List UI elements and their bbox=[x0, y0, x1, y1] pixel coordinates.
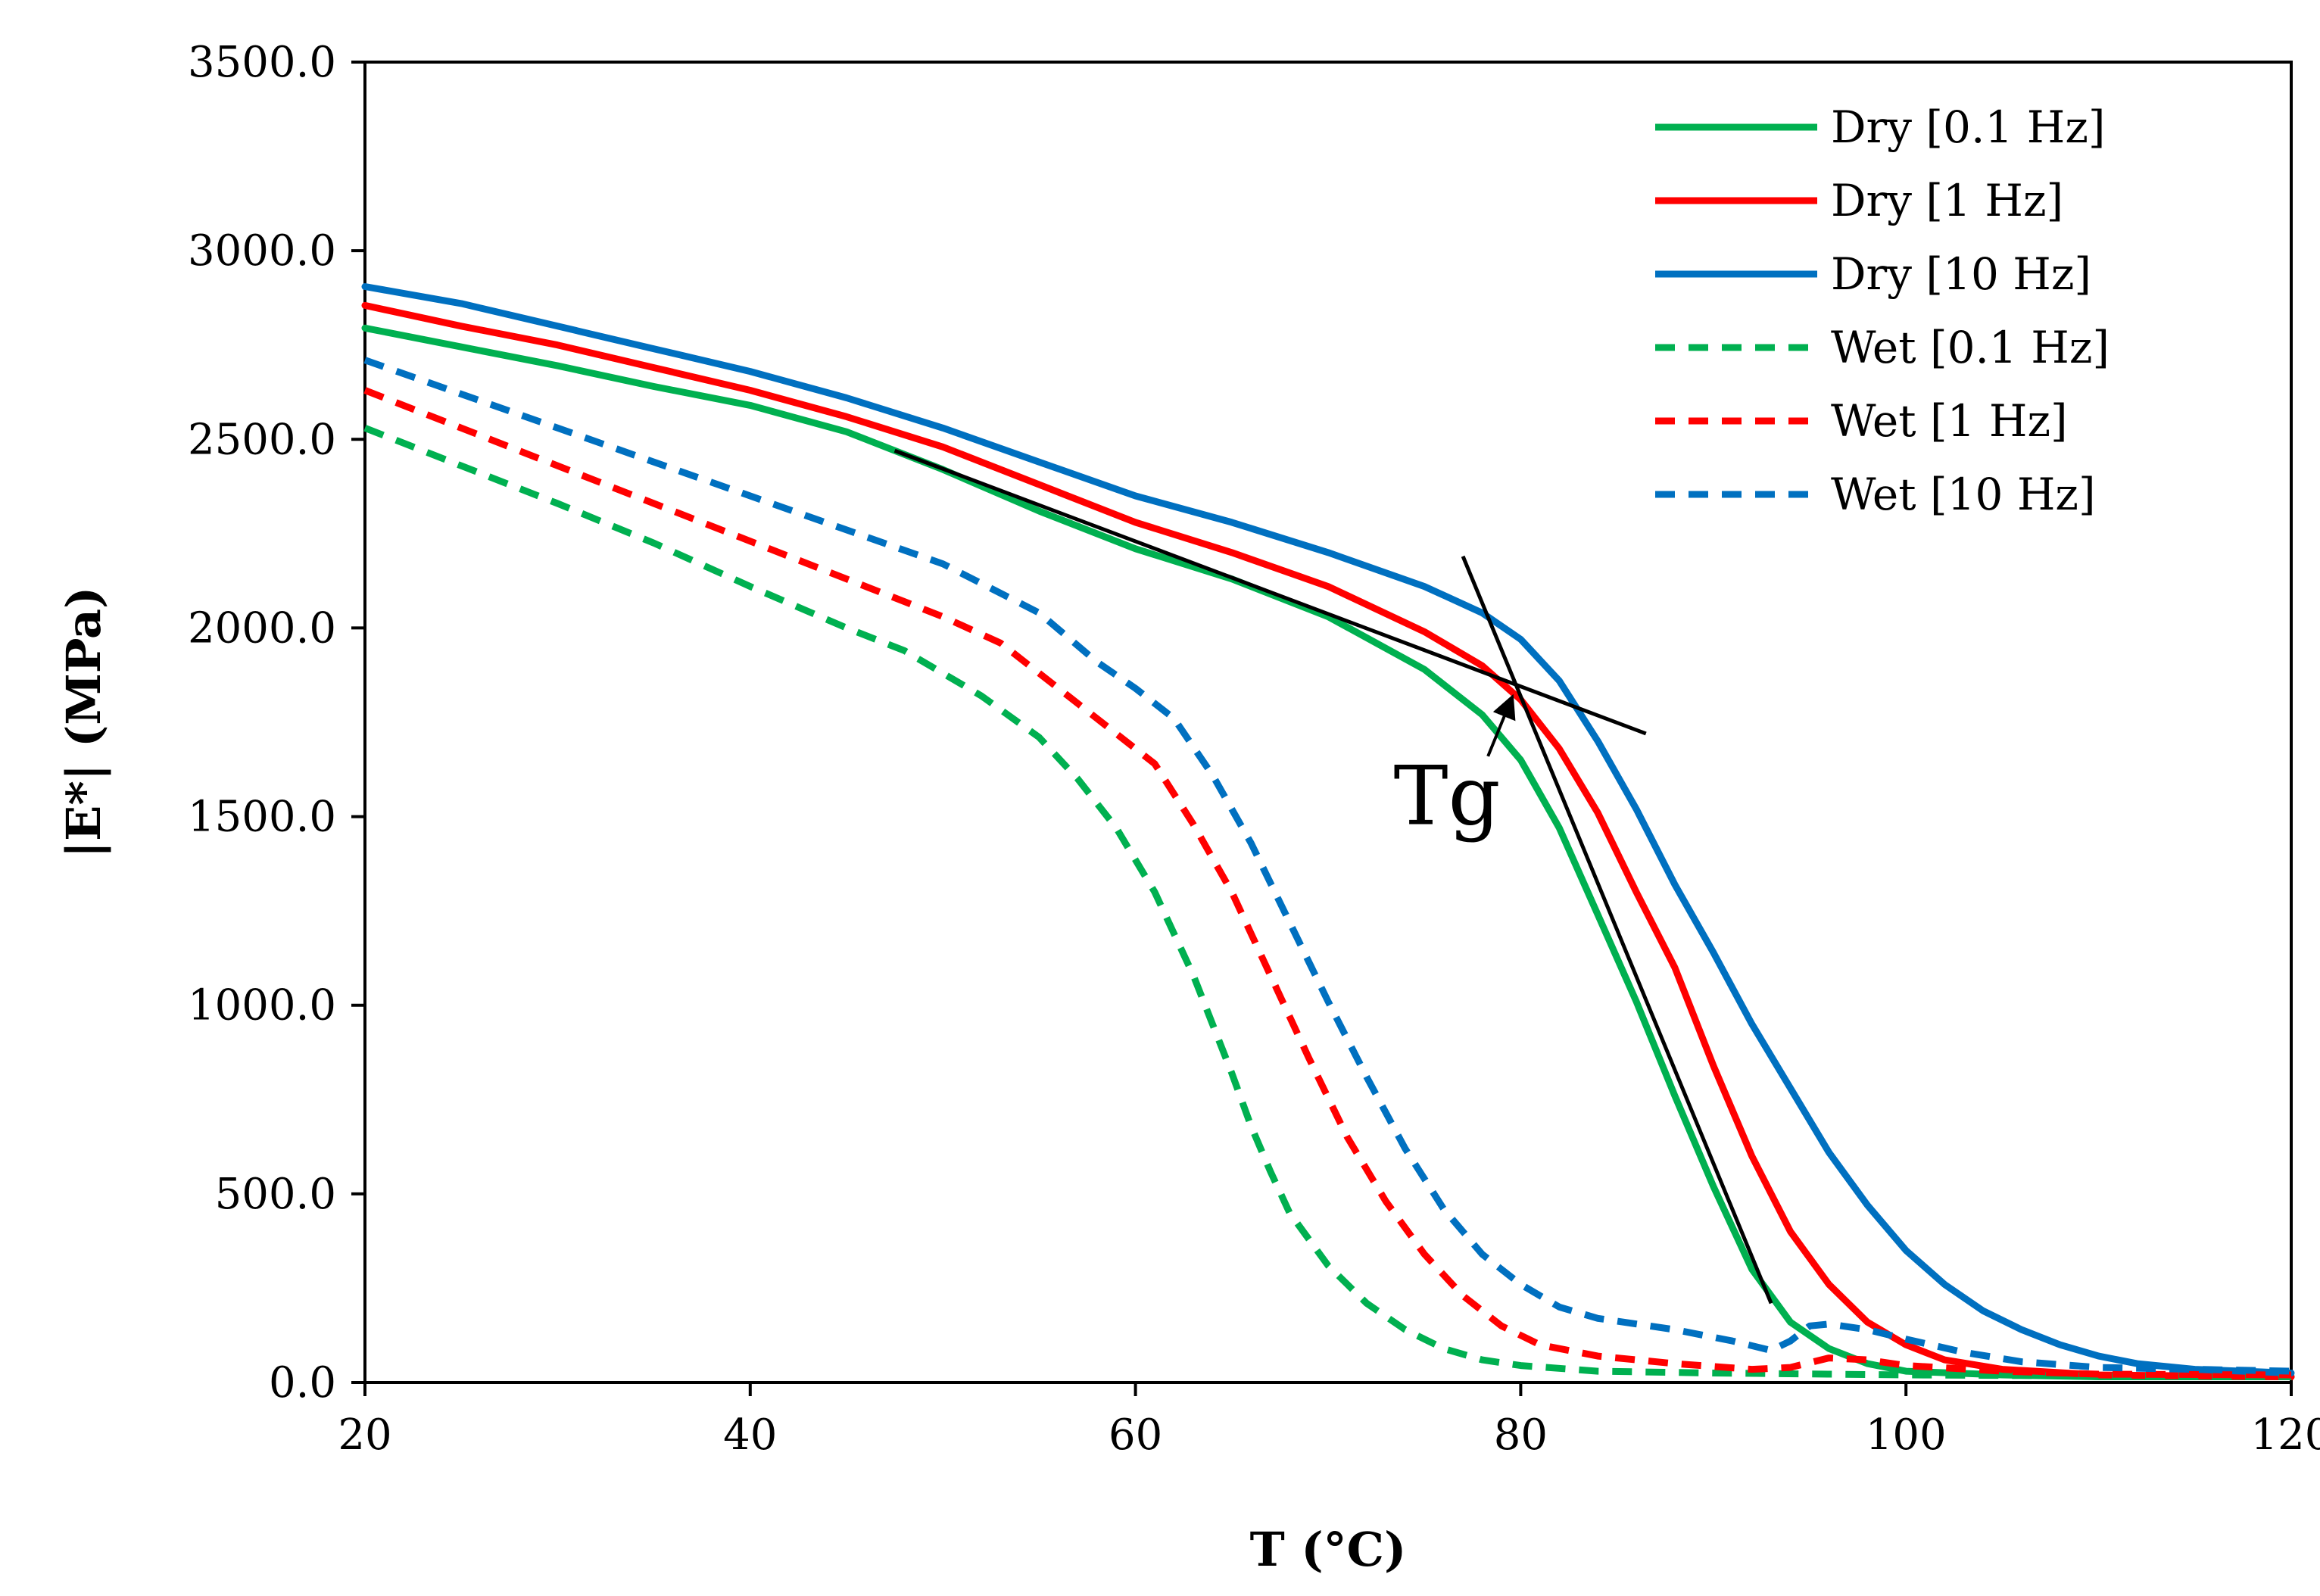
y-tick-label: 3000.0 bbox=[188, 226, 336, 276]
legend-label-1: Dry [0.1 Hz] bbox=[1831, 101, 2106, 153]
tg-arrow bbox=[1486, 694, 1516, 757]
series-line-5 bbox=[363, 387, 2292, 1379]
legend-label-6: Wet [10 Hz] bbox=[1831, 469, 2096, 520]
legend-label-5: Wet [1 Hz] bbox=[1831, 395, 2068, 447]
y-tick-label: 2000.0 bbox=[188, 603, 336, 653]
y-axis-title: |E*| (MPa) bbox=[56, 587, 111, 859]
legend: Dry [0.1 Hz] Dry [1 Hz] Dry [10 Hz] Wet [0.… bbox=[1655, 101, 2110, 520]
y-tick-label: 1500.0 bbox=[188, 793, 336, 842]
x-tick-label: 20 bbox=[338, 1411, 391, 1460]
series-line-4 bbox=[363, 425, 2292, 1380]
tg-label: Tg bbox=[1393, 750, 1500, 844]
x-tick-label: 80 bbox=[1494, 1411, 1548, 1460]
series-line-3 bbox=[361, 283, 2295, 1376]
legend-label-4: Wet [0.1 Hz] bbox=[1831, 322, 2110, 373]
x-tick-label: 40 bbox=[723, 1411, 777, 1460]
series-line-6 bbox=[363, 357, 2292, 1375]
y-tick-label: 1000.0 bbox=[188, 981, 336, 1030]
tangent-line bbox=[893, 448, 1647, 736]
y-tick-label: 3500.0 bbox=[188, 38, 336, 87]
x-tick-label: 60 bbox=[1109, 1411, 1162, 1460]
plot-area bbox=[363, 61, 2293, 1384]
y-tick-label: 500.0 bbox=[215, 1170, 336, 1219]
legend-label-2: Dry [1 Hz] bbox=[1831, 175, 2063, 226]
legend-label-3: Dry [10 Hz] bbox=[1831, 248, 2091, 300]
y-tick-label: 2500.0 bbox=[188, 415, 336, 464]
x-tick-label: 120 bbox=[2251, 1411, 2320, 1460]
tangent-line bbox=[1461, 555, 1773, 1305]
series-line-2 bbox=[361, 301, 2295, 1380]
annotation-layer: Tg bbox=[893, 448, 1773, 1305]
x-axis-title: T (°C) bbox=[1250, 1522, 1407, 1577]
series-layer bbox=[361, 283, 2295, 1380]
x-tick-label: 100 bbox=[1866, 1411, 1947, 1460]
y-tick-label: 0.0 bbox=[269, 1358, 336, 1407]
tick-layer: 20 40 60 80 100 120 0.0 500.0 1000.0 1500.0 2000.0… bbox=[188, 38, 2320, 1460]
